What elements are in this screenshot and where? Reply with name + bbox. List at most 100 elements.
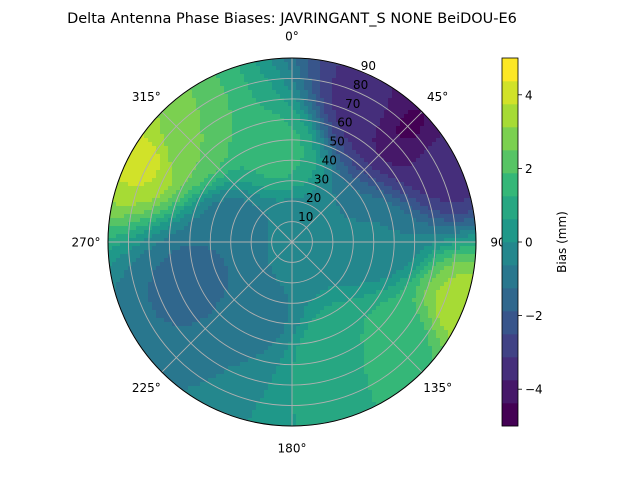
contour-cell xyxy=(200,218,205,223)
contour-cell xyxy=(452,190,457,195)
contour-cell xyxy=(364,282,369,287)
contour-cell xyxy=(228,162,233,167)
contour-cell xyxy=(196,138,201,143)
contour-cell xyxy=(256,290,261,295)
contour-cell xyxy=(404,238,409,243)
contour-cell xyxy=(140,302,145,307)
contour-cell xyxy=(268,206,273,211)
contour-cell xyxy=(464,254,469,259)
contour-cell xyxy=(380,82,385,87)
contour-cell xyxy=(376,234,381,239)
contour-cell xyxy=(116,230,121,235)
contour-cell xyxy=(404,158,409,163)
contour-cell xyxy=(344,234,349,239)
contour-cell xyxy=(140,138,145,143)
contour-cell xyxy=(180,242,185,247)
contour-cell xyxy=(160,174,165,179)
contour-cell xyxy=(352,250,357,255)
contour-cell xyxy=(340,162,345,167)
contour-cell xyxy=(352,274,357,279)
contour-cell xyxy=(364,130,369,135)
contour-cell xyxy=(312,234,317,239)
contour-cell xyxy=(140,150,145,155)
contour-cell xyxy=(196,182,201,187)
contour-cell xyxy=(316,234,321,239)
contour-cell xyxy=(308,86,313,91)
contour-cell xyxy=(464,282,469,287)
contour-cell xyxy=(272,142,277,147)
contour-cell xyxy=(200,94,205,99)
contour-cell xyxy=(152,254,157,259)
contour-cell xyxy=(316,186,321,191)
contour-cell xyxy=(324,134,329,139)
contour-cell xyxy=(276,286,281,291)
contour-cell xyxy=(304,222,309,227)
contour-cell xyxy=(164,238,169,243)
contour-cell xyxy=(348,238,353,243)
contour-cell xyxy=(180,210,185,215)
contour-cell xyxy=(132,250,137,255)
contour-cell xyxy=(224,146,229,151)
contour-cell xyxy=(384,154,389,159)
contour-cell xyxy=(348,222,353,227)
contour-cell xyxy=(384,90,389,95)
contour-cell xyxy=(436,234,441,239)
contour-cell xyxy=(448,250,453,255)
contour-cell xyxy=(352,258,357,263)
contour-cell xyxy=(420,158,425,163)
contour-cell xyxy=(340,226,345,231)
contour-cell xyxy=(152,262,157,267)
contour-cell xyxy=(144,274,149,279)
contour-cell xyxy=(460,210,465,215)
contour-cell xyxy=(168,242,173,247)
contour-cell xyxy=(212,86,217,91)
contour-cell xyxy=(324,62,329,67)
contour-cell xyxy=(124,278,129,283)
contour-cell xyxy=(124,194,129,199)
contour-cell xyxy=(372,202,377,207)
contour-cell xyxy=(396,198,401,203)
contour-cell xyxy=(300,78,305,83)
contour-cell xyxy=(288,154,293,159)
contour-cell xyxy=(304,194,309,199)
contour-cell xyxy=(176,302,181,307)
contour-cell xyxy=(312,194,317,199)
contour-cell xyxy=(356,178,361,183)
contour-cell xyxy=(300,90,305,95)
contour-cell xyxy=(312,246,317,251)
contour-cell xyxy=(148,246,153,251)
contour-cell xyxy=(472,222,476,227)
contour-cell xyxy=(360,106,365,111)
contour-cell xyxy=(420,294,425,299)
contour-cell xyxy=(444,158,449,163)
contour-cell xyxy=(432,190,437,195)
contour-cell xyxy=(444,202,449,207)
contour-cell xyxy=(336,110,341,115)
contour-cell xyxy=(268,278,273,283)
contour-cell xyxy=(308,234,313,239)
contour-cell xyxy=(340,142,345,147)
contour-cell xyxy=(196,226,201,231)
contour-cell xyxy=(460,298,465,303)
contour-cell xyxy=(248,78,253,83)
contour-cell xyxy=(164,254,169,259)
contour-cell xyxy=(324,302,329,307)
contour-cell xyxy=(440,186,445,191)
contour-cell xyxy=(232,98,237,103)
contour-cell xyxy=(188,274,193,279)
contour-cell xyxy=(308,238,313,243)
contour-cell xyxy=(464,218,469,223)
contour-cell xyxy=(360,98,365,103)
contour-cell xyxy=(332,162,337,167)
contour-cell xyxy=(156,306,161,311)
contour-cell xyxy=(368,258,373,263)
contour-cell xyxy=(216,186,221,191)
contour-cell xyxy=(196,90,201,95)
contour-cell xyxy=(416,218,421,223)
contour-cell xyxy=(320,266,325,271)
contour-cell xyxy=(176,178,181,183)
contour-cell xyxy=(332,182,337,187)
contour-cell xyxy=(244,154,249,159)
contour-cell xyxy=(120,246,125,251)
contour-cell xyxy=(280,210,285,215)
